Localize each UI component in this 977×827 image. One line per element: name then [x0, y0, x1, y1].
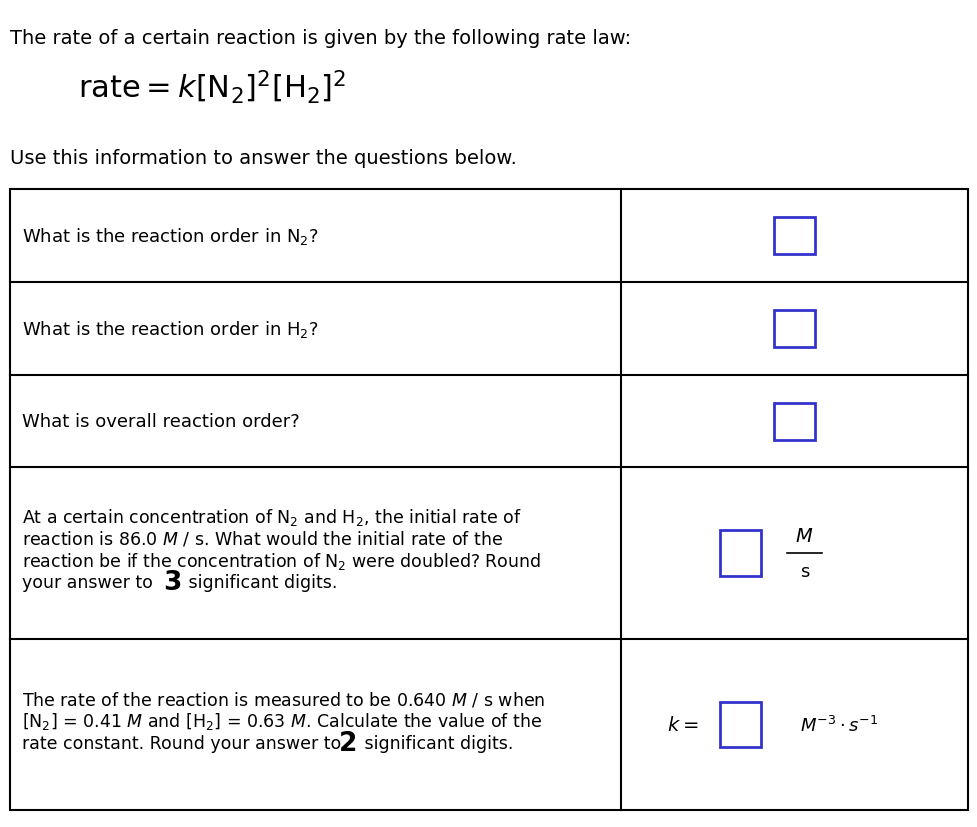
Bar	[719, 702, 760, 748]
Text: What is overall reaction order?: What is overall reaction order?	[21, 413, 299, 431]
Text: What is the reaction order in $\mathrm{N_2}$?: What is the reaction order in $\mathrm{N…	[21, 226, 318, 247]
Text: $[\mathrm{N_2}]$ = 0.41 $M$ and $[\mathrm{H_2}]$ = 0.63 $M$. Calculate the value: $[\mathrm{N_2}]$ = 0.41 $M$ and $[\mathr…	[21, 710, 541, 731]
Text: reaction is 86.0 $M$ / s. What would the initial rate of the: reaction is 86.0 $M$ / s. What would the…	[21, 529, 502, 548]
Text: $\mathrm{rate} = k\left[\mathrm{N_2}\right]^2\left[\mathrm{H_2}\right]^2$: $\mathrm{rate} = k\left[\mathrm{N_2}\rig…	[78, 68, 346, 106]
Text: 2: 2	[339, 729, 358, 756]
Text: Use this information to answer the questions below.: Use this information to answer the quest…	[10, 149, 516, 168]
Text: The rate of a certain reaction is given by the following rate law:: The rate of a certain reaction is given …	[10, 29, 630, 48]
Bar	[774, 403, 815, 440]
Text: $M$: $M$	[794, 526, 813, 545]
Text: $M^{-3}\cdot s^{-1}$: $M^{-3}\cdot s^{-1}$	[798, 715, 876, 735]
Text: 3: 3	[163, 569, 182, 595]
Text: significant digits.: significant digits.	[183, 573, 337, 591]
Bar	[774, 218, 815, 255]
Text: What is the reaction order in $\mathrm{H_2}$?: What is the reaction order in $\mathrm{H…	[21, 318, 318, 340]
Bar	[774, 310, 815, 347]
Text: your answer to: your answer to	[21, 573, 157, 591]
Text: significant digits.: significant digits.	[359, 734, 513, 752]
Bar	[10, 190, 967, 810]
Text: rate constant. Round your answer to: rate constant. Round your answer to	[21, 734, 346, 752]
Text: The rate of the reaction is measured to be 0.640 $M$ / s when: The rate of the reaction is measured to …	[21, 689, 544, 708]
Bar	[719, 531, 760, 576]
Text: $k = $: $k = $	[666, 715, 699, 734]
Text: At a certain concentration of $\mathrm{N_2}$ and $\mathrm{H_2}$, the initial rat: At a certain concentration of $\mathrm{N…	[21, 506, 521, 527]
Text: reaction be if the concentration of $\mathrm{N_2}$ were doubled? Round: reaction be if the concentration of $\ma…	[21, 550, 540, 571]
Text: s: s	[799, 562, 808, 581]
